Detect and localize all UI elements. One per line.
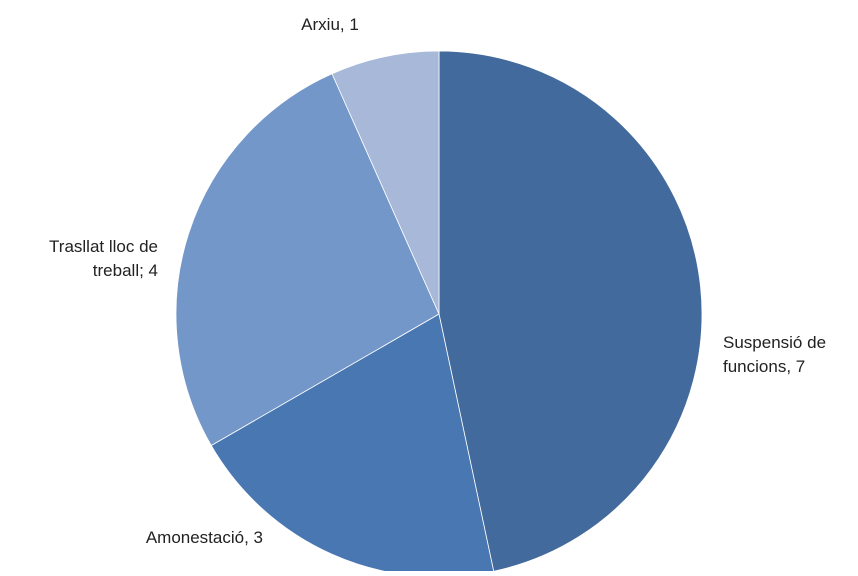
pie-slice-suspensi-de-funcions <box>438 50 703 572</box>
slice-label-line: funcions, 7 <box>723 357 805 376</box>
slice-label-trasllat-lloc-de-treball: Trasllat lloc de treball; 4 <box>49 237 158 280</box>
slice-label-amonestaci-: Amonestació, 3 <box>146 528 263 547</box>
slice-label-line: Arxiu, 1 <box>301 15 359 34</box>
slice-label-line: Trasllat lloc de <box>49 237 158 256</box>
slice-label-line: Amonestació, 3 <box>146 528 263 547</box>
pie-slice-amonestaci- <box>210 313 495 576</box>
slice-label-line: Suspensió de <box>723 333 826 352</box>
slice-label-arxiu: Arxiu, 1 <box>301 15 359 34</box>
slice-label-suspensi-de-funcions: Suspensió de funcions, 7 <box>723 333 826 376</box>
slice-label-line: treball; 4 <box>93 261 158 280</box>
pie-labels: Suspensió de funcions, 7 Amonestació, 3 Tra… <box>49 15 826 547</box>
pie-slice-arxiu <box>331 50 440 315</box>
pie-slices <box>175 50 703 576</box>
